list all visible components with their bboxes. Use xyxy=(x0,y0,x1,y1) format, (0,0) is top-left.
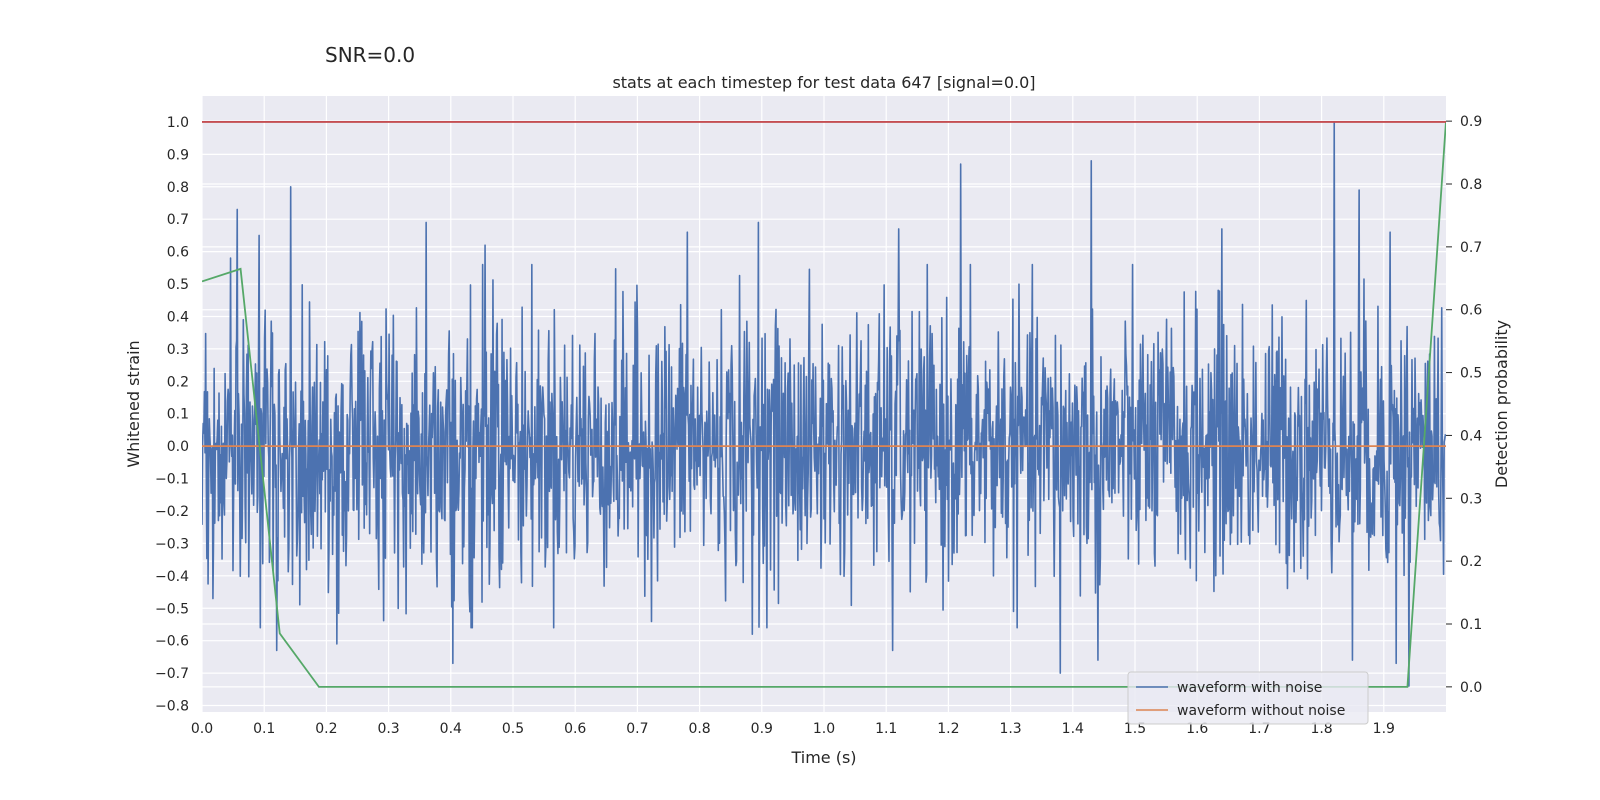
legend-label-waveform-with-noise: waveform with noise xyxy=(1177,680,1322,696)
y-tick-label: −0.2 xyxy=(155,504,189,520)
y-tick-label: 0.7 xyxy=(167,212,189,228)
y-tick-label: −0.6 xyxy=(155,634,189,650)
x-tick-label: 0.9 xyxy=(751,721,773,737)
y-tick-label: 0.0 xyxy=(167,439,189,455)
y2-axis-label: Detection probability xyxy=(1492,320,1511,488)
x-tick-label: 0.5 xyxy=(502,721,524,737)
x-tick-label: 0.4 xyxy=(440,721,462,737)
x-tick-label: 1.4 xyxy=(1062,721,1084,737)
y2-tick-label: 0.7 xyxy=(1460,240,1482,256)
legend: waveform with noise waveform without noi… xyxy=(1127,671,1369,725)
x-tick-label: 0.7 xyxy=(626,721,648,737)
y2-tick-label: 0.6 xyxy=(1460,303,1482,319)
y-tick-label: 0.1 xyxy=(167,407,189,423)
y-tick-label: −0.7 xyxy=(155,666,189,682)
x-tick-label: 0.1 xyxy=(253,721,275,737)
y2-tick-label: 0.3 xyxy=(1460,491,1482,507)
y2-tick-label: 0.1 xyxy=(1460,617,1482,633)
y-tick-label: 0.9 xyxy=(167,147,189,163)
y-tick-label: 0.3 xyxy=(167,342,189,358)
x-tick-label: 0.2 xyxy=(315,721,337,737)
x-tick-label: 1.8 xyxy=(1310,721,1332,737)
x-tick-label: 1.9 xyxy=(1373,721,1395,737)
y-tick-label: 0.5 xyxy=(167,277,189,293)
x-tick-label: 1.2 xyxy=(937,721,959,737)
y2-tick-label: 0.2 xyxy=(1460,554,1482,570)
x-tick-label: 1.5 xyxy=(1124,721,1146,737)
y-tick-label: −0.1 xyxy=(155,472,189,488)
y-tick-label: −0.3 xyxy=(155,536,189,552)
y2-tick-label: 0.8 xyxy=(1460,177,1482,193)
y2-tick-label: 0.4 xyxy=(1460,428,1482,444)
tick-labels: 0.0 0.1 0.2 0.3 0.4 0.5 0.6 0.7 0.8 0.9 1.0 1.1 1.2 1… xyxy=(155,114,1482,737)
x-tick-label: 1.1 xyxy=(875,721,897,737)
y-tick-label: −0.8 xyxy=(155,699,189,715)
legend-box xyxy=(1127,671,1369,725)
x-tick-label: 1.0 xyxy=(813,721,835,737)
x-tick-label: 0.6 xyxy=(564,721,586,737)
y-tick-label: 0.6 xyxy=(167,245,189,261)
x-axis-label: Time (s) xyxy=(790,748,856,767)
y2-tick-label: 0.5 xyxy=(1460,366,1482,382)
series-layer xyxy=(202,121,1446,688)
chart-title: stats at each timestep for test data 647… xyxy=(612,73,1035,92)
y-tick-label: 1.0 xyxy=(167,115,189,131)
x-tick-label: 0.3 xyxy=(377,721,399,737)
y-tick-label: −0.4 xyxy=(155,569,189,585)
x-tick-label: 0.0 xyxy=(191,721,213,737)
y-tick-label: 0.4 xyxy=(167,309,189,325)
x-tick-label: 1.7 xyxy=(1248,721,1270,737)
y-tick-label: 0.8 xyxy=(167,180,189,196)
y2-tick-label: 0.9 xyxy=(1460,114,1482,130)
x-tick-label: 1.3 xyxy=(999,721,1021,737)
y-tick-label: 0.2 xyxy=(167,374,189,390)
legend-label-waveform-without-noise: waveform without noise xyxy=(1177,703,1345,719)
chart-suptitle: SNR=0.0 xyxy=(325,43,415,67)
y-tick-label: −0.5 xyxy=(155,601,189,617)
y-axis-label: Whitened strain xyxy=(124,340,143,467)
x-tick-label: 0.8 xyxy=(688,721,710,737)
series-detection-probability xyxy=(202,121,1446,688)
y2-tick-label: 0.0 xyxy=(1460,680,1482,696)
x-tick-label: 1.6 xyxy=(1186,721,1208,737)
